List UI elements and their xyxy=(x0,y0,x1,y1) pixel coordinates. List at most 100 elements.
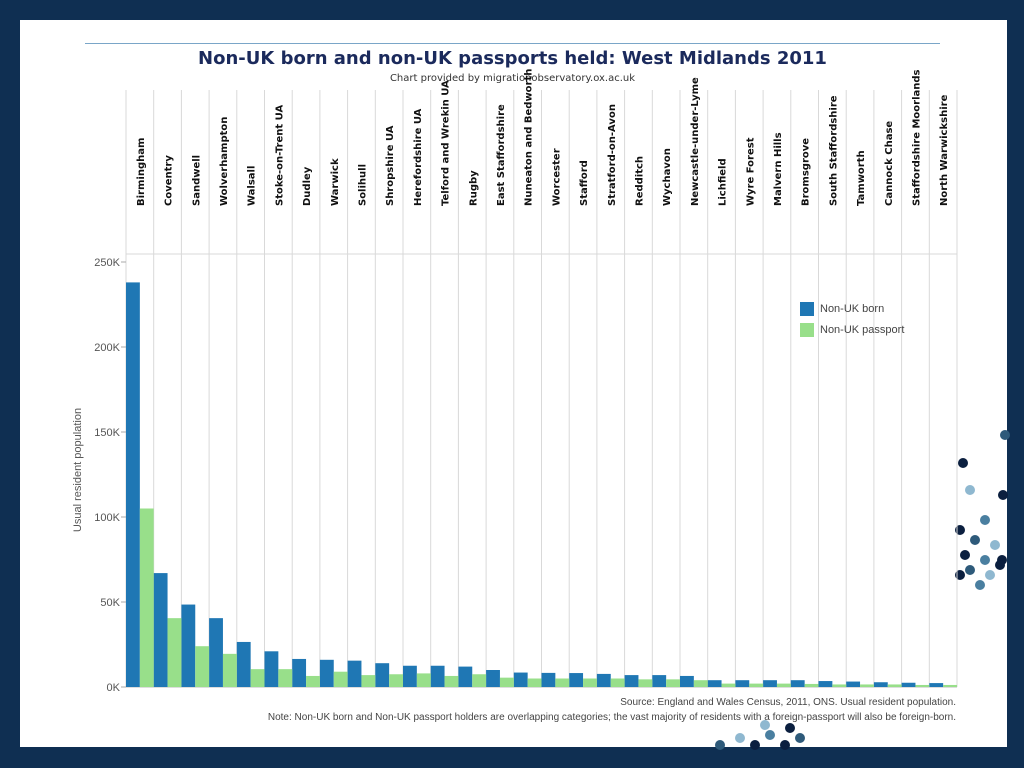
bar-non-uk-passport xyxy=(333,671,348,687)
decorative-dot xyxy=(970,535,980,545)
bar-non-uk-passport xyxy=(195,646,210,687)
category-label: South Staffordshire xyxy=(828,95,839,206)
bar-non-uk-passport xyxy=(915,684,930,687)
title-rule xyxy=(85,43,940,44)
bar-non-uk-passport xyxy=(887,684,902,687)
bar-non-uk-born xyxy=(596,673,611,687)
bar-non-uk-passport xyxy=(499,677,514,687)
y-tick-label: 50K xyxy=(100,597,120,609)
category-label: Redditch xyxy=(634,156,645,206)
decorative-dot xyxy=(765,730,775,740)
bar-non-uk-born xyxy=(652,675,667,687)
category-label: Wychavon xyxy=(662,148,673,206)
bar-non-uk-passport xyxy=(693,680,708,687)
category-label: Walsall xyxy=(247,166,258,206)
category-label: Dudley xyxy=(302,166,313,206)
category-label: Wolverhampton xyxy=(219,117,230,206)
bar-non-uk-born xyxy=(319,659,334,687)
bar-non-uk-passport xyxy=(389,674,403,687)
bar-non-uk-passport xyxy=(555,678,570,687)
legend-item-non-uk-born: Non-UK born xyxy=(800,298,904,319)
category-label: East Staffordshire xyxy=(496,104,507,206)
category-label: Herefordshire UA xyxy=(413,108,424,206)
y-tick-label: 200K xyxy=(94,342,120,354)
category-label: Rugby xyxy=(468,170,479,206)
bar-non-uk-passport xyxy=(776,683,791,687)
bar-non-uk-born xyxy=(486,670,500,687)
bar-non-uk-born xyxy=(403,665,417,687)
footnote: Note: Non-UK born and Non-UK passport ho… xyxy=(267,712,956,723)
bar-non-uk-born xyxy=(430,665,445,687)
category-label: Birmingham xyxy=(136,138,147,206)
category-label: Stafford xyxy=(579,160,590,206)
bar-non-uk-born xyxy=(790,680,805,687)
bar-non-uk-passport xyxy=(472,674,487,687)
category-label: Sandwell xyxy=(191,155,202,206)
bar-non-uk-born xyxy=(818,681,833,687)
bar-non-uk-born xyxy=(126,282,140,687)
category-label: Staffordshire Moorlands xyxy=(911,69,922,206)
decorative-dot xyxy=(995,560,1005,570)
bar-non-uk-born xyxy=(735,680,750,687)
bar-non-uk-born xyxy=(153,573,168,687)
category-label: North Warwickshire xyxy=(939,94,950,206)
bar-non-uk-born xyxy=(707,680,722,687)
category-label: Nuneaton and Bedworth xyxy=(524,69,535,206)
category-label: Cannock Chase xyxy=(884,121,895,206)
y-tick-label: 0K xyxy=(107,682,121,694)
decorative-dot xyxy=(958,458,968,468)
bar-non-uk-born xyxy=(680,675,694,687)
bar-non-uk-passport xyxy=(222,653,237,687)
bar-non-uk-passport xyxy=(361,675,376,687)
category-label: Tamworth xyxy=(856,150,867,206)
bar-non-uk-born xyxy=(873,682,888,687)
bar-non-uk-passport xyxy=(860,684,874,687)
bar-non-uk-passport xyxy=(583,678,597,687)
bar-non-uk-born xyxy=(375,663,390,687)
bar-non-uk-passport xyxy=(804,683,819,687)
bar-non-uk-passport xyxy=(527,678,542,687)
category-label: Telford and Wrekin UA xyxy=(441,80,452,206)
decorative-dot xyxy=(985,570,995,580)
decorative-dot xyxy=(750,740,760,750)
chart-title: Non-UK born and non-UK passports held: W… xyxy=(198,48,827,69)
bar-non-uk-born xyxy=(929,683,944,687)
decorative-dot xyxy=(980,555,990,565)
chart-subtitle: Chart provided by migrationobservatory.o… xyxy=(389,73,636,84)
bar-non-uk-born xyxy=(846,681,861,687)
legend-swatch-non-uk-passport xyxy=(800,322,814,337)
bar-non-uk-passport xyxy=(721,683,736,687)
decorative-dot xyxy=(975,580,985,590)
decorative-dot xyxy=(965,565,975,575)
category-label: Solihull xyxy=(357,164,368,206)
decorative-dot xyxy=(980,515,990,525)
decorative-dot xyxy=(960,550,970,560)
y-tick-label: 250K xyxy=(94,257,120,269)
legend-label: Non-UK born xyxy=(820,302,885,315)
bar-non-uk-passport xyxy=(943,684,957,687)
bar-non-uk-passport xyxy=(416,673,431,687)
bar-non-uk-passport xyxy=(749,683,764,687)
bar-non-uk-passport xyxy=(444,675,459,687)
chart-legend: Non-UK born Non-UK passport xyxy=(800,298,904,340)
category-label: Stoke-on-Trent UA xyxy=(274,105,285,206)
category-label: Shropshire UA xyxy=(385,125,396,206)
bar-non-uk-passport xyxy=(250,669,265,687)
bar-non-uk-passport xyxy=(832,684,847,687)
category-label: Bromsgrove xyxy=(801,138,812,206)
legend-swatch-non-uk-born xyxy=(800,301,814,316)
bar-non-uk-passport xyxy=(638,679,653,687)
bar-non-uk-born xyxy=(569,673,584,687)
bar-non-uk-born xyxy=(624,675,639,687)
decorative-dot xyxy=(715,740,725,750)
legend-label: Non-UK passport xyxy=(820,323,905,336)
decorative-dot xyxy=(795,733,805,743)
y-tick-label: 150K xyxy=(94,427,120,439)
bar-non-uk-born xyxy=(513,672,528,687)
decorative-dot xyxy=(965,485,975,495)
decorative-dot xyxy=(735,733,745,743)
decorative-dot xyxy=(998,490,1008,500)
category-label: Lichfield xyxy=(718,158,729,206)
decorative-dot xyxy=(780,740,790,750)
